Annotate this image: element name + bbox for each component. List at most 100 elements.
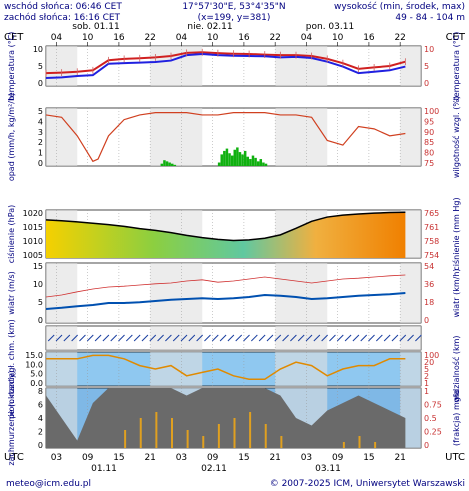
- wind-arrow: [94, 334, 102, 342]
- wind-arrow: [211, 334, 219, 342]
- tick-layer: 04 10 16 22 04 10 16 22 04 10 16 22 sob. 01.11 nie. 0…: [51, 22, 406, 474]
- wind-panel-ytick-right: 54: [424, 262, 434, 271]
- wind-series-line: [45, 292, 406, 310]
- precip-bar: [228, 153, 231, 166]
- bottom-tick-label: 09: [82, 453, 94, 463]
- day-label: nie. 02.11: [187, 22, 232, 32]
- cloud-cover-panel-ytick-left: 4: [38, 414, 43, 423]
- wind-panel-night: [150, 263, 203, 323]
- wind-arrow: [415, 334, 422, 342]
- precip-bar: [251, 155, 255, 166]
- fog-bar: [202, 436, 205, 448]
- pressure-panel-ytick-left: 1020: [23, 209, 43, 218]
- cloud-height-panel-ytick-right: 5: [424, 365, 429, 374]
- humidity-line: [45, 112, 406, 163]
- cet-label-left: CET: [4, 32, 24, 43]
- wind-arrow: [63, 334, 71, 342]
- precip-bar: [230, 155, 234, 166]
- temperature-panel-ytick-right: 10: [424, 45, 434, 54]
- bottom-tick-label: 09: [332, 453, 344, 463]
- pressure-panel-ytick-right: 754: [424, 251, 439, 260]
- top-tick-label: 22: [394, 33, 405, 43]
- precip-bar: [264, 163, 268, 166]
- precip-bar: [249, 159, 252, 166]
- bottom-tick-label: 21: [269, 453, 280, 463]
- bottom-tick-label: 21: [144, 453, 155, 463]
- cloud-cover-panel-ytick-right: 1: [424, 387, 429, 396]
- pressure-area: [46, 212, 406, 258]
- pressure-panel-ylabel-left: ciśnienie (hPa): [6, 205, 16, 263]
- wind-arrow: [196, 334, 203, 342]
- wind-arrow: [250, 334, 258, 342]
- wind-panel-ytick-left: 15: [33, 262, 43, 271]
- cloud-cover-panel-ylabel-left: zachmurzenie (oktanty): [7, 370, 16, 465]
- precip-panel-ytick-right: 100: [424, 107, 439, 116]
- wind-direction-panel-frame: [45, 325, 422, 351]
- precip-bar: [165, 161, 169, 166]
- wind-arrow: [235, 334, 243, 342]
- precip-panel-ytick-left: 4: [38, 117, 43, 126]
- temperature-panel-ytick-left: 5: [38, 62, 43, 71]
- precip-bar: [233, 149, 236, 166]
- temperature-panel-night: [400, 46, 421, 86]
- precip-panel-night: [400, 108, 421, 166]
- cloud-height-panel-ytick-right: 1: [424, 379, 429, 388]
- fog-bar: [249, 412, 252, 448]
- wind-arrow: [290, 334, 297, 342]
- wind-arrow: [47, 334, 55, 342]
- cloud-height-panel-ytick-right: 100: [424, 351, 439, 360]
- cloud-height-panel-ylabel-left: pion. rozciągł. chm. (km): [7, 319, 16, 419]
- precip-bar: [225, 148, 229, 166]
- wind-series-line: [45, 274, 406, 298]
- precip-bar: [241, 154, 244, 166]
- pressure-panel-ytick-left: 1005: [23, 251, 43, 260]
- temperature-panel-ytick-left: 0: [38, 79, 43, 88]
- temperature-series-line: [45, 52, 406, 79]
- precip-bar: [246, 156, 250, 166]
- cloud-height-panel-ylabel-right: widzialność (km): [451, 335, 461, 402]
- wind-arrow: [55, 334, 63, 342]
- fog-bar: [233, 418, 236, 448]
- wind-arrow: [383, 334, 391, 342]
- wind-panel-ytick-right: 18: [424, 298, 434, 307]
- precip-bar: [171, 163, 174, 166]
- fog-bar: [171, 418, 173, 448]
- precip-panel-ytick-right: 75: [424, 159, 434, 168]
- wind-panel-ytick-left: 10: [33, 280, 43, 289]
- precip-panel-ylabel-right: wilgotność wzgl. (%): [451, 96, 461, 178]
- pressure-panel-ylabel-right: ciśnienie (mm Hg): [451, 197, 461, 270]
- fog-bar: [124, 430, 127, 448]
- wind-arrow: [204, 334, 211, 342]
- top-tick-label: 04: [301, 33, 313, 43]
- wind-arrow: [305, 334, 313, 342]
- wind-arrow: [336, 334, 344, 342]
- precip-bar: [160, 163, 164, 166]
- cloud-cover-panel-ytick-right: 0.25: [424, 428, 442, 437]
- precip-bar: [217, 162, 221, 166]
- wind-arrow: [344, 334, 352, 342]
- fog-bar: [374, 442, 377, 448]
- fog-bar: [342, 442, 345, 448]
- bottom-tick-label: 03: [176, 453, 187, 463]
- fog-bar: [264, 424, 267, 448]
- wind-arrow: [266, 334, 274, 342]
- cloud-cover-panel-ytick-left: 8: [38, 387, 43, 396]
- fog-bar: [280, 436, 283, 448]
- wind-panel-night: [400, 263, 421, 323]
- wind-arrow: [368, 334, 375, 342]
- fog-bar: [217, 424, 220, 448]
- cet-label-right: CET: [446, 32, 466, 43]
- bottom-date-label: 02.11: [201, 464, 227, 474]
- day-label: pon. 03.11: [306, 22, 354, 32]
- wind-arrow: [282, 334, 289, 342]
- wind-arrow: [297, 334, 305, 342]
- precip-panel-ytick-right: 90: [424, 128, 434, 137]
- pressure-panel-ytick-left: 1015: [23, 223, 43, 232]
- precip-bar: [254, 157, 257, 166]
- cloud-cover-panel-ytick-right: 0.75: [424, 401, 442, 410]
- wind-arrow: [86, 334, 94, 342]
- wind-arrow: [391, 334, 399, 342]
- wind-arrow: [157, 334, 164, 342]
- footer-email: meteo@icm.edu.pl: [6, 479, 91, 489]
- temperature-panel-night: [46, 46, 78, 86]
